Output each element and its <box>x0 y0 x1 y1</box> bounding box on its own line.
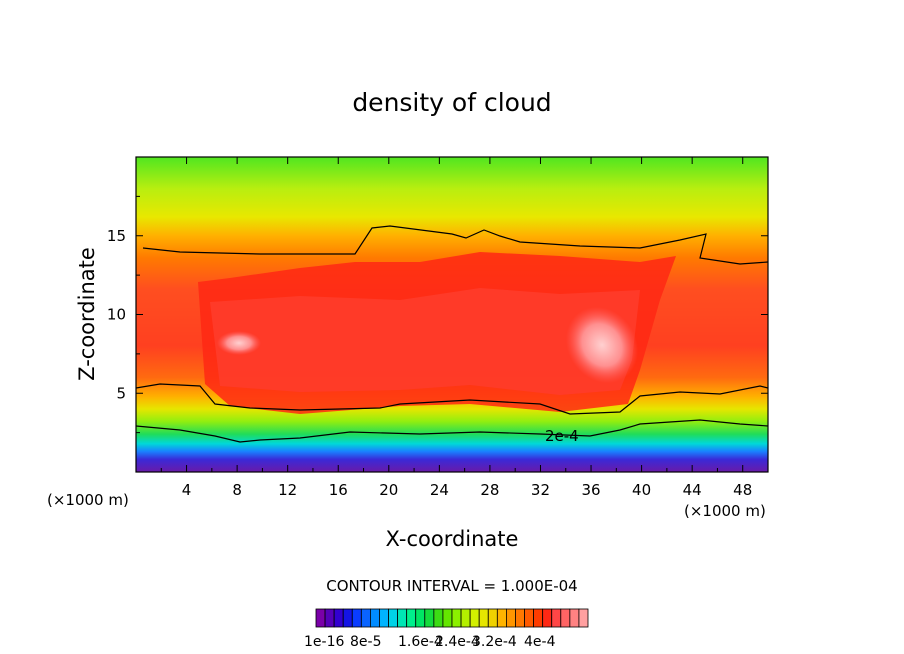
colorbar-swatch <box>397 608 408 628</box>
contour-line-upper <box>142 225 768 265</box>
contour-line-lower <box>136 419 768 443</box>
colorbar-swatch <box>369 608 380 628</box>
x-tick-label: 28 <box>480 481 499 499</box>
colorbar-swatch <box>569 608 580 628</box>
colorbar-label: 1.6e-4 <box>398 634 443 650</box>
x-tick-label: 20 <box>379 481 398 499</box>
colorbar-label: 4e-4 <box>524 634 556 650</box>
x-unit-left: (×1000 m) <box>47 491 129 509</box>
colorbar-swatch <box>505 608 516 628</box>
colorbar-swatch <box>442 608 453 628</box>
x-tick-label: 40 <box>632 481 651 499</box>
colorbar-swatch <box>433 608 444 628</box>
colorbar-swatch <box>379 608 389 628</box>
colorbar-swatch <box>560 608 571 628</box>
colorbar-swatch <box>469 608 480 628</box>
peak-region-left <box>217 331 261 355</box>
colorbar-swatch <box>351 608 362 628</box>
y-axis-label: Z-coordinate <box>75 247 99 381</box>
colorbar-swatch <box>551 608 562 628</box>
x-tick-label: 8 <box>232 481 242 499</box>
colorbar <box>315 608 589 628</box>
colorbar-swatch <box>460 608 471 628</box>
y-tick-label: 5 <box>116 384 126 402</box>
colorbar-swatch <box>342 608 353 628</box>
colorbar-swatch <box>388 608 398 628</box>
contour-line-label: 2e-4 <box>545 427 579 445</box>
y-tick-label: 10 <box>107 306 126 324</box>
colorbar-label: 1e-16 <box>304 634 344 650</box>
x-tick-label: 32 <box>531 481 550 499</box>
x-tick-label: 44 <box>683 481 702 499</box>
plot-area: 2e-4 <box>136 157 768 472</box>
colorbar-swatch <box>478 608 489 628</box>
cloud-inner-region <box>210 288 640 395</box>
colorbar-swatch <box>360 608 371 628</box>
colorbar-swatch <box>487 608 498 628</box>
colorbar-swatch <box>542 608 553 628</box>
colorbar-swatch <box>451 608 462 628</box>
colorbar-label: 8e-5 <box>350 634 381 650</box>
y-axis: 5 10 15 <box>107 195 768 434</box>
colorbar-swatch <box>424 608 435 628</box>
colorbar-labels: 1e-16 8e-5 1.6e-42.4e-43.2e-4 4e-4 <box>304 634 556 650</box>
colorbar-swatch <box>406 608 417 628</box>
colorbar-swatch <box>515 608 525 628</box>
colorbar-swatch <box>578 608 589 628</box>
y-tick-label: 15 <box>107 227 126 245</box>
colorbar-swatch <box>415 608 426 628</box>
x-axis-label: X-coordinate <box>386 527 519 551</box>
x-tick-label: 16 <box>329 481 348 499</box>
peak-region-right <box>565 306 639 384</box>
x-unit-right: (×1000 m) <box>684 502 766 520</box>
colorbar-label: 2.4e-4 <box>435 634 480 650</box>
colorbar-label: 3.2e-4 <box>472 634 517 650</box>
chart-title: density of cloud <box>352 88 551 117</box>
contour-interval-text: CONTOUR INTERVAL = 1.000E-04 <box>326 577 577 595</box>
x-tick-label: 48 <box>733 481 752 499</box>
x-axis: 4 8 12 16 20 24 28 32 36 40 44 48 <box>160 157 752 499</box>
x-tick-label: 36 <box>581 481 600 499</box>
x-tick-label: 12 <box>278 481 297 499</box>
colorbar-swatch <box>324 608 335 628</box>
colorbar-swatch <box>533 608 544 628</box>
colorbar-swatch <box>315 608 326 628</box>
colorbar-swatch <box>333 608 344 628</box>
colorbar-swatch <box>496 608 507 628</box>
x-tick-label: 4 <box>182 481 192 499</box>
contour-line-middle <box>136 383 768 415</box>
colorbar-swatch <box>524 608 534 628</box>
x-tick-label: 24 <box>430 481 449 499</box>
